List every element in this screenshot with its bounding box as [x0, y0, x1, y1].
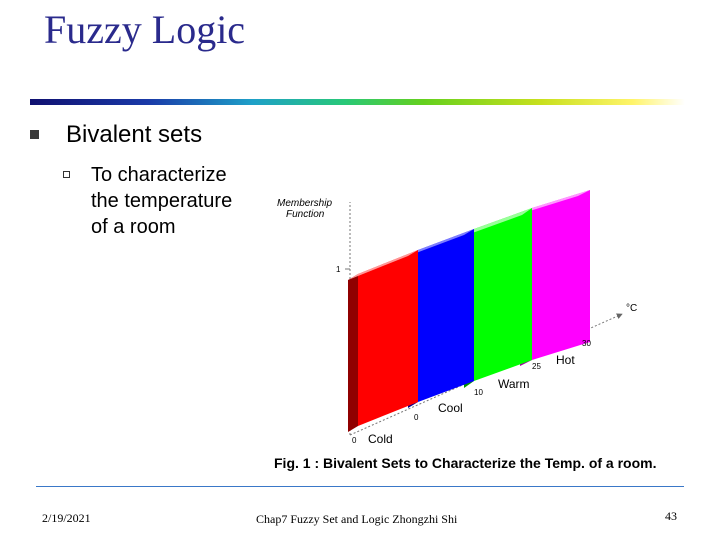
hollow-square-bullet-icon [63, 171, 70, 178]
set-cold-top [348, 250, 418, 280]
set-warm-front [474, 208, 532, 381]
set-warm-top [464, 208, 532, 236]
set-hot-top [520, 190, 590, 214]
set-cold-side [348, 274, 358, 432]
page-number: 43 [665, 509, 677, 523]
y-axis-label-line1: Membership [277, 198, 332, 209]
footer-date: 2/19/2021 [42, 511, 91, 525]
y-axis-label-line2: Function [286, 209, 325, 220]
sub-bullet-line-2: the temperature [91, 190, 233, 212]
x-tick-label-end: 30 [582, 339, 591, 348]
sub-bullet-line-1: To characterize [91, 164, 227, 186]
set-cold-front [358, 250, 418, 426]
set-label-cool: Cool [438, 401, 463, 415]
x-axis-depth [349, 313, 623, 436]
sub-bullet-line-3: of a room [91, 216, 176, 238]
set-label-warm: Warm [498, 377, 530, 391]
set-cool-front [418, 229, 474, 402]
slide-title: Fuzzy Logic [44, 7, 246, 52]
x-tick-label-hot: 25 [532, 362, 541, 371]
bullet-bivalent-sets: Bivalent sets [66, 121, 203, 148]
x-tick-label-warm: 10 [474, 388, 483, 397]
sub-bullet-text: To characterize the temperature of a roo… [91, 162, 261, 240]
figure-caption: Fig. 1 : Bivalent Sets to Characterize t… [274, 455, 657, 471]
bivalent-sets-3d-chart: Membership Function 1 °C 0 0 10 25 30 Co… [277, 190, 637, 446]
footer-divider [36, 486, 684, 487]
unit-label: °C [626, 303, 637, 314]
title-underline-gradient [30, 99, 685, 105]
y-tick-label: 1 [336, 265, 341, 274]
set-cool-top [408, 229, 474, 256]
square-bullet-icon [30, 130, 39, 139]
bivalent-sets-figure: Membership Function 1 °C 0 0 10 25 30 Co… [270, 190, 690, 450]
x-tick-label-cold: 0 [352, 436, 357, 445]
footer-title: Chap7 Fuzzy Set and Logic Zhongzhi Shi [256, 512, 458, 526]
set-label-cold: Cold [368, 432, 393, 446]
set-hot-front [532, 190, 590, 360]
x-tick-label-cool: 0 [414, 413, 419, 422]
set-label-hot: Hot [556, 353, 575, 367]
